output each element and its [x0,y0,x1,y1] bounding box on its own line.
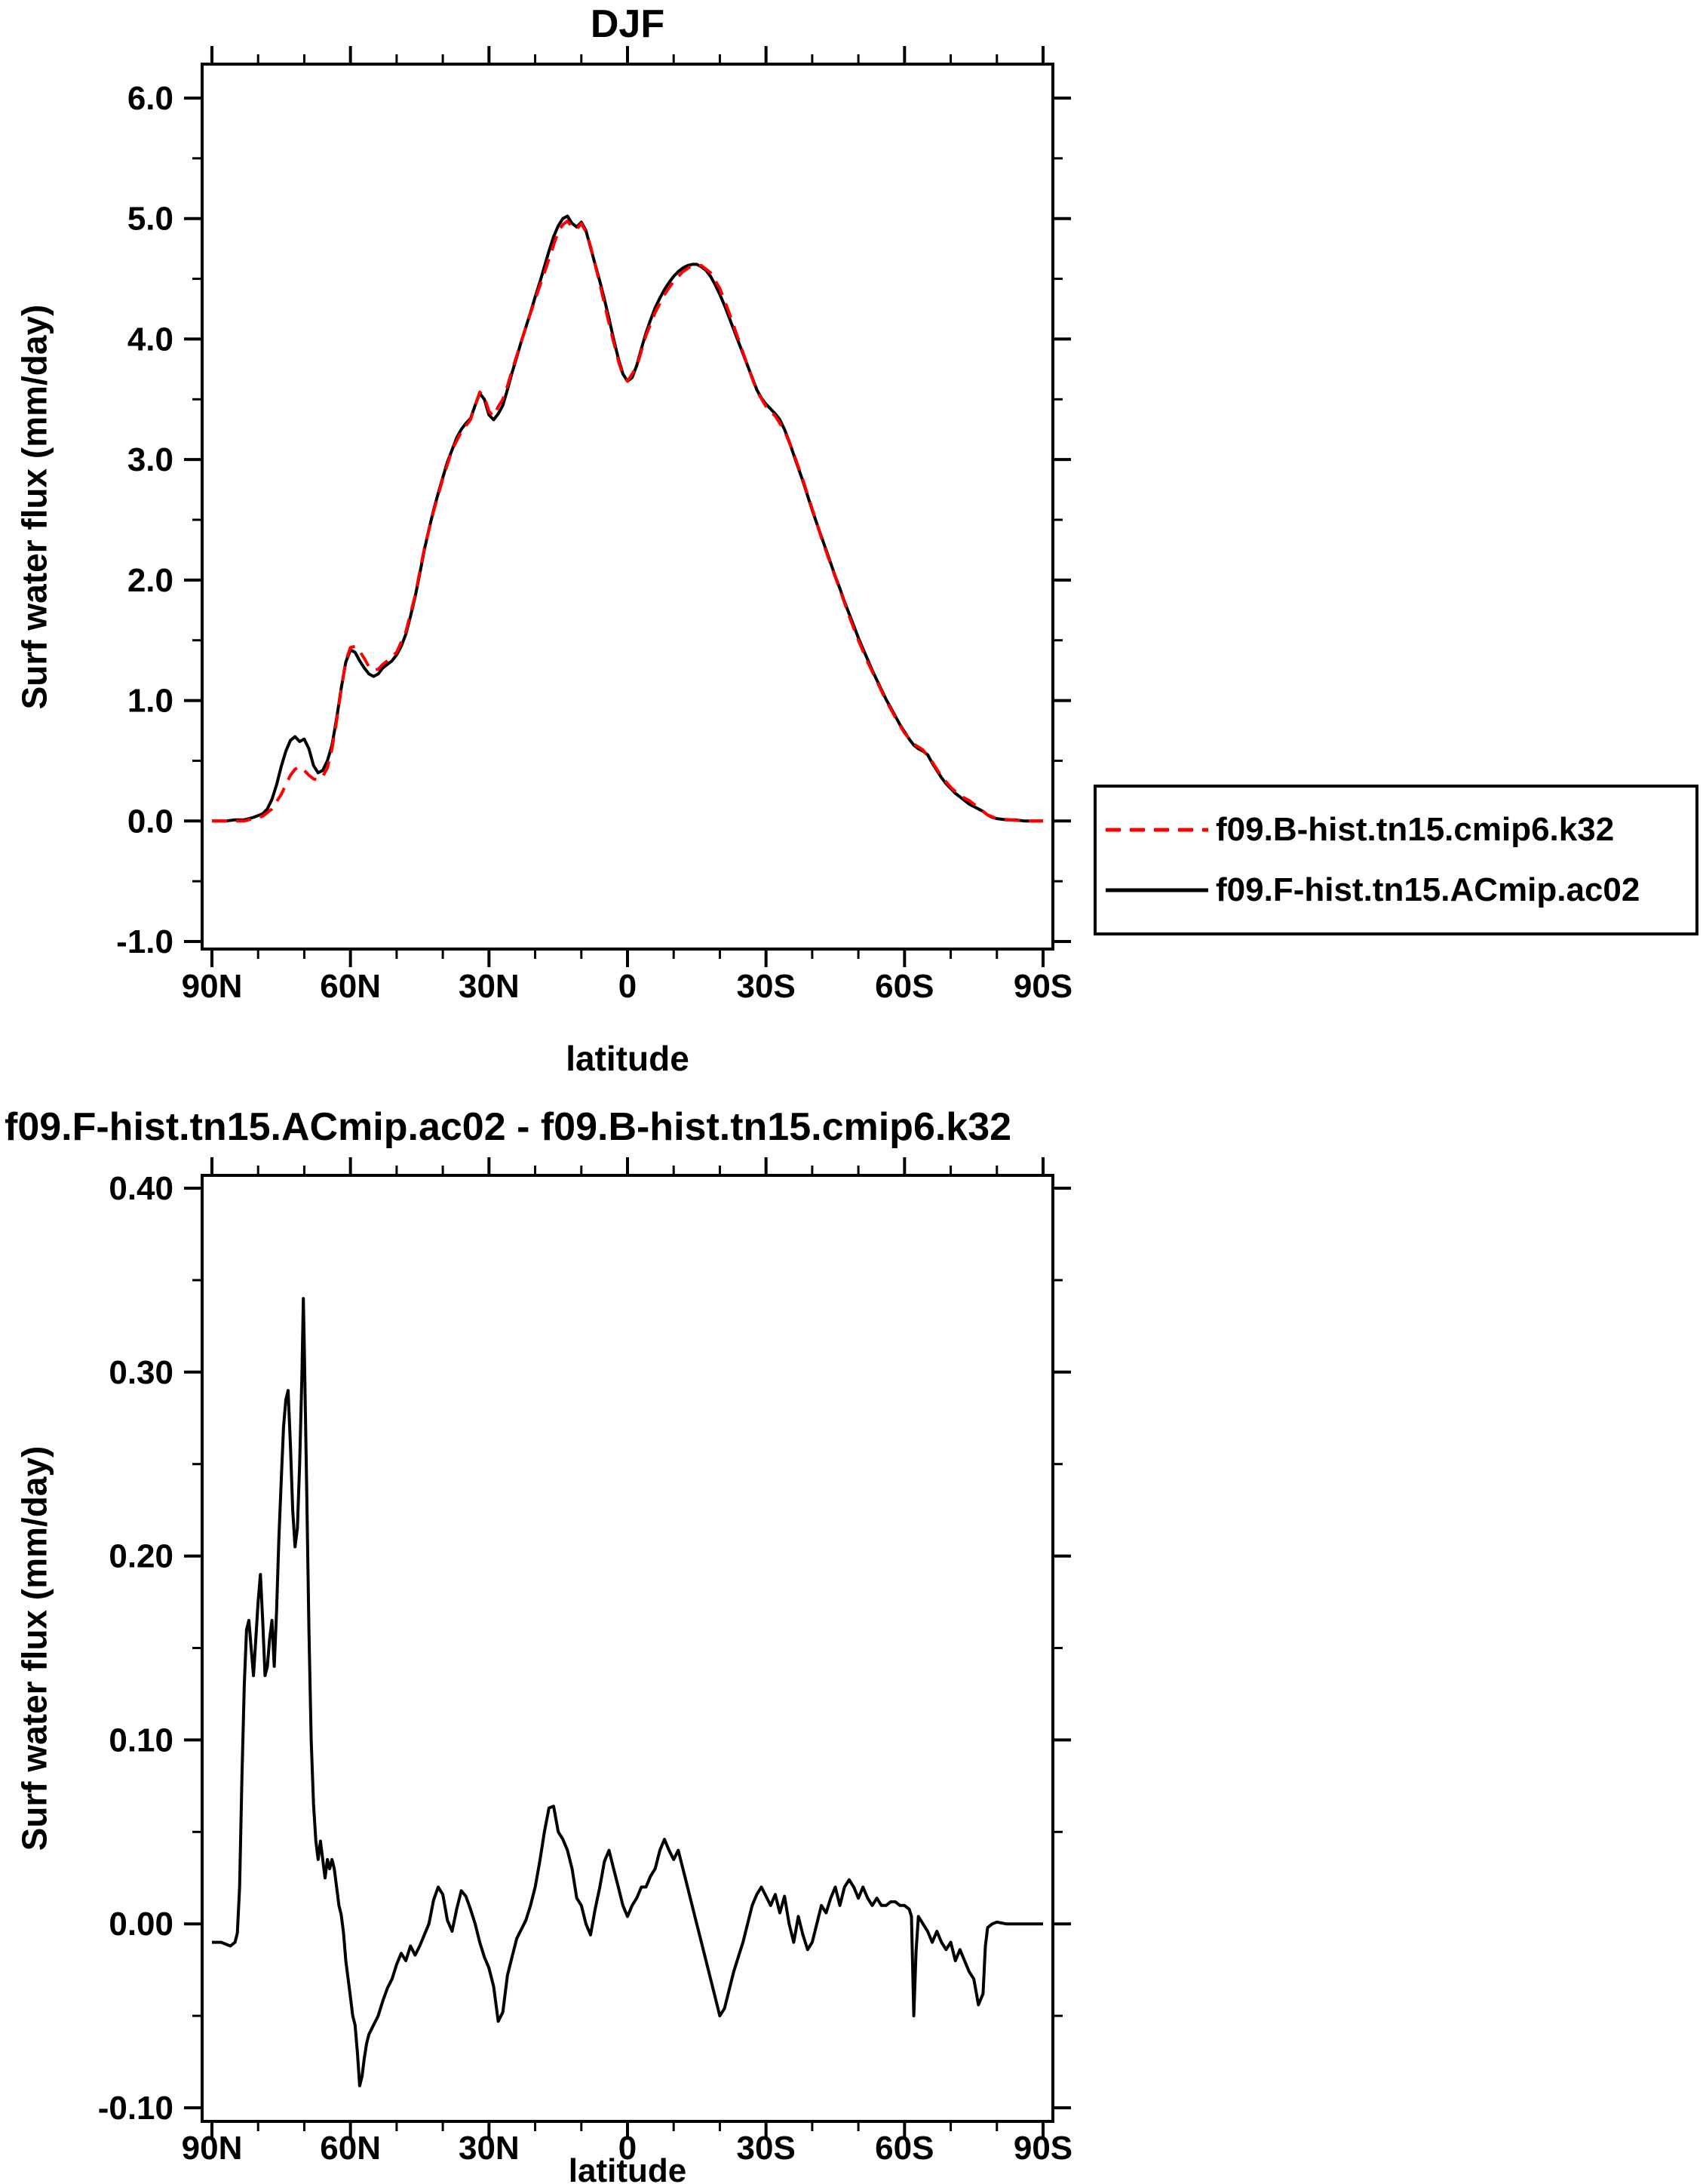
bottom-chart-title: f09.F-hist.tn15.ACmip.ac02 - f09.B-hist.… [5,1105,1012,1149]
legend-line-dashed-icon [1106,828,1208,832]
x-tick-label: 90N [182,968,243,1005]
x-tick-label: 30S [737,2130,796,2167]
x-tick-label: 60N [320,2130,381,2167]
top-x-axis-label: latitude [566,1039,689,1078]
x-tick-label: 90N [182,2130,243,2167]
x-tick-label: 60S [875,2130,934,2167]
y-tick-label: 0.0 [127,803,173,840]
legend-entry-red: f09.B-hist.tn15.cmip6.k32 [1104,811,1695,849]
y-tick-label: 2.0 [127,562,173,599]
y-tick-label: 1.0 [127,683,173,720]
series-line-1 [212,214,1043,823]
legend-label-black: f09.F-hist.tn15.ACmip.ac02 [1216,871,1640,909]
plot-frame [201,1174,1054,2123]
series-line-0 [212,1297,1043,2087]
legend-box: f09.B-hist.tn15.cmip6.k32 f09.F-hist.tn1… [1094,785,1698,935]
series-line-0 [212,219,1043,823]
legend-line-solid-icon [1106,888,1208,892]
bottom-y-axis-label: Surf water flux (mm/day) [14,1445,54,1851]
y-tick-label: 0.10 [109,1722,173,1759]
plot-frame [201,63,1054,951]
x-tick-label: 30N [459,968,520,1005]
x-tick-label: 0 [618,968,637,1005]
y-tick-label: 0.30 [109,1354,173,1391]
y-tick-label: 4.0 [127,321,173,358]
x-tick-label: 30N [459,2130,520,2167]
top-chart-title: DJF [590,2,665,46]
y-tick-label: -1.0 [116,923,173,960]
y-tick-label: -0.10 [98,2090,173,2127]
y-tick-label: 6.0 [127,80,173,117]
bottom-x-axis-label: latitude [568,2152,687,2184]
y-tick-label: 5.0 [127,201,173,238]
x-tick-label: 90S [1014,2130,1072,2167]
y-tick-label: 0.00 [109,1906,173,1943]
y-tick-label: 3.0 [127,441,173,478]
y-tick-label: 0.20 [109,1538,173,1575]
x-tick-label: 30S [737,968,796,1005]
top-y-axis-label: Surf water flux (mm/day) [14,304,54,710]
y-tick-label: 0.40 [109,1170,173,1207]
top-plot-svg: 90N 60N 30N 0 30S 60S 90S 6.0 5.0 4.0 3.0 2.0 1.0 0.0… [116,46,1072,1005]
legend-entry-black: f09.F-hist.tn15.ACmip.ac02 [1104,871,1695,909]
bottom-plot-svg: 90N 60N 30N 0 30S 60S 90S 0.40 0.30 0.20 0.10 0.00 -… [98,1157,1072,2167]
x-tick-label: 60N [320,968,381,1005]
x-tick-label: 0 [618,2130,637,2167]
x-tick-label: 60S [875,968,934,1005]
x-tick-label: 90S [1014,968,1072,1005]
legend-label-red: f09.B-hist.tn15.cmip6.k32 [1216,810,1615,848]
